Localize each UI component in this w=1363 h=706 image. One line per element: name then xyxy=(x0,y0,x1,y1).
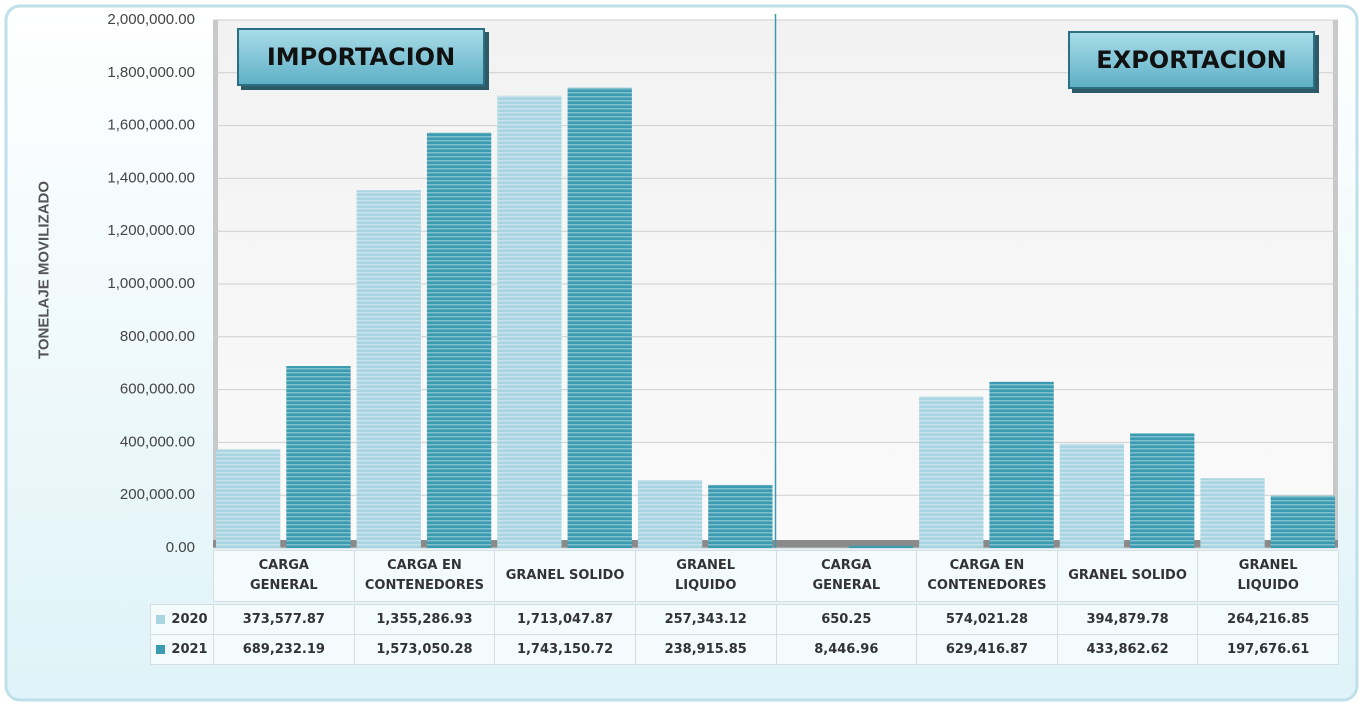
data-label: 629,416.87 xyxy=(916,634,1058,665)
data-label: 1,743,150.72 xyxy=(494,634,636,665)
bar xyxy=(1270,495,1335,548)
legend-swatch xyxy=(156,645,166,654)
annotation: EXPORTACION xyxy=(1068,31,1315,89)
x-tick-label: GRANEL SOLIDO xyxy=(1056,550,1199,602)
data-label: 264,216.85 xyxy=(1197,604,1339,635)
data-label: 1,355,286.93 xyxy=(353,604,496,635)
legend-label: 2021 xyxy=(171,641,208,657)
x-tick-label: GRANEL LIQUIDO xyxy=(634,550,777,602)
x-tick-label: CARGA EN CONTENEDORES xyxy=(353,550,496,602)
y-tick-label: 1,000,000.00 xyxy=(107,275,195,292)
data-label: 1,573,050.28 xyxy=(353,634,496,665)
x-tick-label: GRANEL LIQUIDO xyxy=(1197,550,1339,602)
bar xyxy=(1059,443,1125,548)
y-tick-label: 800,000.00 xyxy=(120,328,195,345)
data-label: 1,713,047.87 xyxy=(494,604,636,635)
x-tick-label: GRANEL SOLIDO xyxy=(494,550,636,602)
bar xyxy=(426,132,492,548)
bar xyxy=(286,366,351,548)
y-tick-label: 0.00 xyxy=(166,539,195,556)
bar xyxy=(708,484,773,548)
y-tick-label: 1,200,000.00 xyxy=(107,222,195,239)
x-tick-label: CARGA GENERAL xyxy=(775,550,918,602)
data-label: 8,446.96 xyxy=(775,634,918,665)
legend-swatch xyxy=(156,615,166,624)
legend-entry: 2020 xyxy=(150,604,214,635)
x-tick-label: CARGA EN CONTENEDORES xyxy=(916,550,1058,602)
data-label: 238,915.85 xyxy=(634,634,777,665)
data-label: 650.25 xyxy=(775,604,918,635)
y-tick-label: 2,000,000.00 xyxy=(107,11,195,28)
data-label: 433,862.62 xyxy=(1056,634,1199,665)
legend-label: 2020 xyxy=(171,611,208,627)
data-label: 373,577.87 xyxy=(213,604,355,635)
y-tick-label: 1,400,000.00 xyxy=(107,169,195,186)
y-tick-label: 1,800,000.00 xyxy=(107,64,195,81)
y-axis-label: TONELAJE MOVILIZADO xyxy=(35,180,53,360)
bar xyxy=(216,449,281,548)
bar xyxy=(1200,478,1265,548)
bar xyxy=(848,545,914,548)
y-tick-label: 600,000.00 xyxy=(120,381,195,398)
bar xyxy=(919,396,984,548)
bar xyxy=(567,87,632,548)
bar xyxy=(497,95,562,548)
data-label: 574,021.28 xyxy=(916,604,1058,635)
legend-entry: 2021 xyxy=(150,634,214,665)
annotation: IMPORTACION xyxy=(237,28,485,86)
y-tick-label: 1,600,000.00 xyxy=(107,117,195,134)
data-label: 197,676.61 xyxy=(1197,634,1339,665)
bar xyxy=(356,190,421,548)
bar xyxy=(989,381,1054,548)
y-tick-label: 200,000.00 xyxy=(120,486,195,503)
data-label: 257,343.12 xyxy=(634,604,777,635)
bar xyxy=(637,480,703,548)
x-tick-label: CARGA GENERAL xyxy=(213,550,355,602)
bar xyxy=(1130,433,1195,548)
data-label: 394,879.78 xyxy=(1056,604,1199,635)
data-label: 689,232.19 xyxy=(213,634,355,665)
y-tick-label: 400,000.00 xyxy=(120,433,195,450)
